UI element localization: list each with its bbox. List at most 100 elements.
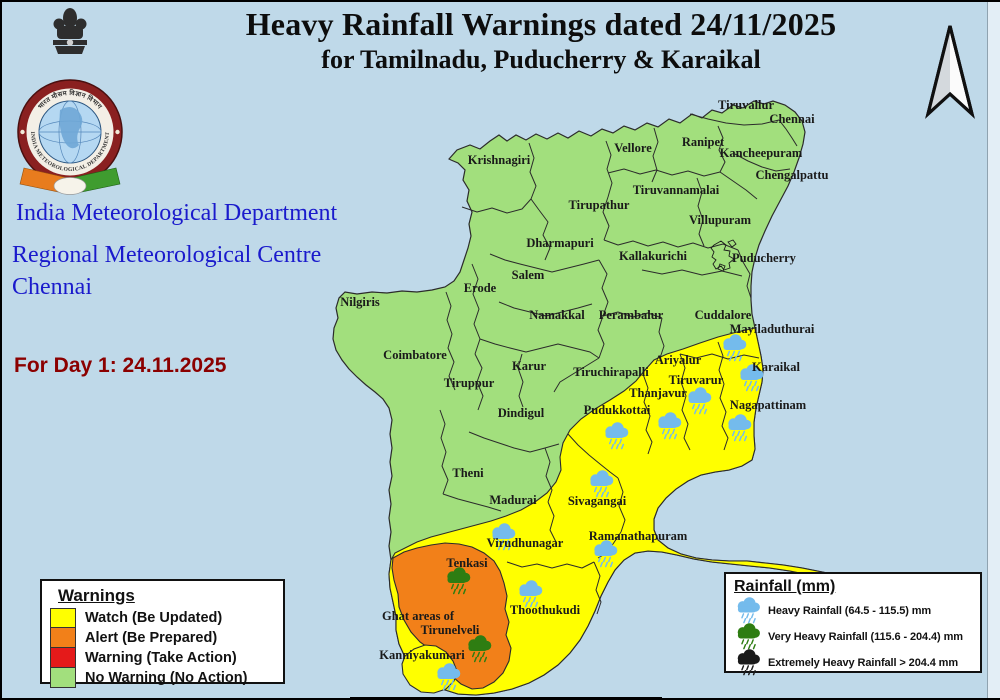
district-label-cuddalore: Cuddalore <box>695 308 752 322</box>
warning-color-swatch <box>50 608 76 628</box>
rainfall-legend: Rainfall (mm) Heavy Rainfall (64.5 - 115… <box>724 572 982 676</box>
district-label-tirunelveli: Tirunelveli <box>421 623 480 637</box>
warnings-legend: Warnings Watch (Be Updated) Alert (Be Pre… <box>40 579 285 688</box>
district-boundary <box>778 119 798 147</box>
district-label-chennai: Chennai <box>769 112 815 126</box>
alert-zone <box>391 542 512 690</box>
warnings-legend-items: Watch (Be Updated) Alert (Be Prepared) War… <box>50 608 275 688</box>
rain-cloud-icon <box>728 414 752 442</box>
district-boundary <box>593 561 602 615</box>
district-boundary <box>679 353 691 451</box>
district-boundary <box>603 239 739 251</box>
district-boundary <box>461 198 532 214</box>
page-subtitle: for Tamilnadu, Puducherry & Karaikal <box>321 45 761 74</box>
very_heavy-rainfall-icon <box>737 623 760 650</box>
rainfall-legend-items: Heavy Rainfall (64.5 - 115.5) mm Very Hea… <box>734 597 972 676</box>
north-arrow-icon <box>925 25 975 119</box>
district-label-coimbatore: Coimbatore <box>383 348 447 362</box>
rain-cloud-icon <box>519 580 543 608</box>
district-label-tiruvannamalai: Tiruvannamalai <box>633 183 720 197</box>
warning-legend-item: Watch (Be Updated) <box>50 608 275 628</box>
rain-cloud-icon <box>740 364 764 392</box>
district-boundary <box>597 315 605 359</box>
district-boundary <box>719 171 758 200</box>
district-label-puducherry: Puducherry <box>732 251 797 265</box>
district-label-thoothukudi: Thoothukudi <box>510 603 581 617</box>
rain-cloud-icon <box>590 470 614 498</box>
district-boundary <box>696 177 705 247</box>
district-boundary <box>547 501 557 543</box>
district-boundary <box>442 493 502 512</box>
district-boundary <box>679 353 760 360</box>
district-label-namakkal: Namakkal <box>529 308 585 322</box>
title-block: Heavy Rainfall Warnings dated 24/11/2025… <box>152 6 930 75</box>
district-label-tiruvallur: Tiruvallur <box>718 98 774 112</box>
page-title: Heavy Rainfall Warnings dated 24/11/2025 <box>245 6 837 42</box>
rain-cloud-icon <box>605 422 629 450</box>
district-boundary <box>474 353 484 411</box>
district-label-krishnagiri: Krishnagiri <box>468 153 531 167</box>
district-boundary <box>607 168 721 177</box>
warning-legend-item: Warning (Take Action) <box>50 648 275 668</box>
puducherry-enclave-marker <box>710 240 735 271</box>
district-boundary <box>479 338 600 359</box>
district-label-vellore: Vellore <box>614 141 652 155</box>
district-label-tenkasi: Tenkasi <box>446 556 488 570</box>
imd-seal-icon: भारत मौसम विज्ञान विभाग INDIA METEOROLOG… <box>17 79 123 195</box>
district-boundary <box>598 259 609 317</box>
district-label-ariyalur: Ariyalur <box>655 353 702 367</box>
rainfall-legend-label: Extremely Heavy Rainfall > 204.4 mm <box>768 657 959 669</box>
ashoka-emblem-icon <box>53 8 87 54</box>
district-boundary <box>489 253 600 273</box>
rain-cloud-icon <box>737 623 760 650</box>
rain-cloud-icon <box>737 597 760 624</box>
district-label-tirunelveli: Ghat areas of <box>382 609 455 623</box>
district-label-thanjavur: Thanjavur <box>629 386 687 400</box>
rainfall-legend-item: Very Heavy Rainfall (115.6 - 204.4) mm <box>734 623 972 650</box>
district-boundary <box>641 269 743 277</box>
district-boundary <box>553 357 600 393</box>
district-boundary <box>617 477 626 533</box>
imd-logo: भारत मौसम विज्ञान विभाग INDIA METEOROLOG… <box>17 8 123 195</box>
rain-cloud-icon <box>594 540 618 568</box>
right-margin-strip <box>987 2 1000 698</box>
district-boundary <box>602 311 663 319</box>
district-label-sivagangai: Sivagangai <box>568 494 627 508</box>
warning-color-swatch <box>50 648 76 668</box>
district-label-theni: Theni <box>452 466 484 480</box>
district-boundary <box>602 196 610 241</box>
district-boundary <box>689 113 780 126</box>
district-boundary <box>567 433 619 479</box>
district-label-salem: Salem <box>512 268 545 282</box>
district-label-virudhunagar: Virudhunagar <box>487 536 564 550</box>
rain-cloud-icon <box>437 663 461 691</box>
rainfall-legend-title: Rainfall (mm) <box>734 578 836 595</box>
district-boundary <box>498 301 593 317</box>
district-label-kancheepuram: Kancheepuram <box>720 146 803 160</box>
rain-cloud-icon <box>688 387 712 415</box>
rainfall-legend-item: Heavy Rainfall (64.5 - 115.5) mm <box>734 597 972 624</box>
district-label-tiruchirapalli: Tiruchirapalli <box>573 365 649 379</box>
extreme-rainfall-icon <box>737 649 760 676</box>
district-label-nagapattinam: Nagapattinam <box>730 398 807 412</box>
district-label-dindigul: Dindigul <box>498 406 545 420</box>
rainfall-legend-label: Heavy Rainfall (64.5 - 115.5) mm <box>768 605 932 617</box>
warning-legend-item: Alert (Be Prepared) <box>50 628 275 648</box>
watch-zone <box>388 327 880 696</box>
district-boundary <box>717 341 729 451</box>
puducherry-enclave-marker <box>727 239 737 248</box>
district-label-ranipet: Ranipet <box>682 135 725 149</box>
district-boundary <box>658 317 665 359</box>
org-centre: Regional Meteorological Centre <box>12 242 322 268</box>
rain-cloud-icon <box>447 567 471 595</box>
warning-legend-item: No Warning (No Action) <box>50 668 275 688</box>
district-boundary <box>734 153 791 172</box>
rain-cloud-icon <box>658 412 682 440</box>
district-boundary <box>642 373 653 455</box>
rain-cloud-icon <box>737 649 760 676</box>
warning-legend-label: No Warning (No Action) <box>85 670 248 686</box>
district-boundary <box>651 127 659 183</box>
warning-legend-label: Watch (Be Updated) <box>85 610 223 626</box>
